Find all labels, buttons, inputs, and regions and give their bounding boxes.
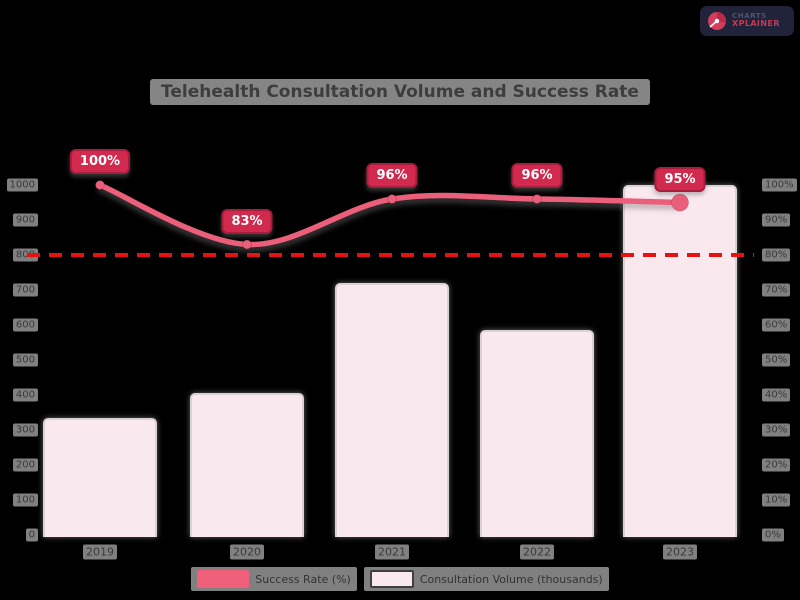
y-axis-right-tick-label: 100% <box>762 178 797 192</box>
y-axis-right-tick-label: 90% <box>762 213 791 227</box>
brand-logo-text: CHARTS XPLAINER <box>732 12 780 29</box>
chart-title: Telehealth Consultation Volume and Succe… <box>150 79 650 105</box>
y-axis-right-tick-label: 0% <box>762 528 784 542</box>
bar <box>190 393 304 537</box>
y-axis-right-tick-label: 10% <box>762 493 791 507</box>
x-axis-tick-label: 2022 <box>520 544 554 560</box>
point-label: 83% <box>221 208 273 234</box>
legend-label: Success Rate (%) <box>255 572 351 586</box>
title-row: Telehealth Consultation Volume and Succe… <box>0 79 800 105</box>
point-marker <box>242 239 252 250</box>
x-axis-tick-label: 2021 <box>375 544 409 560</box>
y-axis-left-tick-label: 0 <box>25 528 38 542</box>
x-axis-tick-label: 2023 <box>663 544 697 560</box>
bar <box>480 330 594 537</box>
y-axis-left-tick-label: 300 <box>12 423 38 437</box>
y-axis-right-tick-label: 20% <box>762 458 791 472</box>
y-axis-left-tick-label: 400 <box>12 388 38 402</box>
legend-swatch-line <box>197 570 250 588</box>
y-axis-left-tick-label: 600 <box>12 318 38 332</box>
point-marker <box>95 180 105 190</box>
legend-swatch-bar <box>369 570 414 588</box>
point-label: 96% <box>511 163 563 188</box>
y-axis-left-tick-label: 500 <box>12 353 38 367</box>
y-axis-left-tick-label: 900 <box>12 213 38 227</box>
line-series <box>97 182 683 248</box>
legend: Success Rate (%) Consultation Volume (tho… <box>0 567 800 591</box>
bar <box>623 185 737 537</box>
legend-item[interactable]: Success Rate (%) <box>191 567 357 591</box>
y-axis-right-tick-label: 30% <box>762 423 791 437</box>
y-axis-right-tick-label: 50% <box>762 353 791 367</box>
point-label: 100% <box>69 149 131 174</box>
brand-logo-icon <box>708 12 726 30</box>
brand-logo-text-line1: CHARTS <box>732 12 767 21</box>
y-axis-left-tick-label: 100 <box>12 493 38 507</box>
y-axis-left-tick-label: 800 <box>12 248 38 262</box>
y-axis-right-tick-label: 80% <box>762 248 791 262</box>
brand-logo-text-line2: XPLAINER <box>732 19 780 29</box>
point-label: 95% <box>654 166 706 192</box>
y-axis-left-tick-label: 200 <box>12 458 38 472</box>
y-axis-right-tick-label: 60% <box>762 318 791 332</box>
point-marker <box>387 194 397 204</box>
point-marker <box>532 194 542 204</box>
legend-item[interactable]: Consultation Volume (thousands) <box>363 567 609 591</box>
y-axis-left-tick-label: 700 <box>12 283 38 297</box>
brand-logo: CHARTS XPLAINER <box>700 6 794 36</box>
y-axis-right-tick-label: 70% <box>762 283 791 297</box>
x-axis-tick-label: 2020 <box>230 544 264 560</box>
y-axis-left-tick-label: 1000 <box>6 178 38 192</box>
point-label: 96% <box>366 163 418 188</box>
bar <box>335 283 449 537</box>
bar <box>43 417 157 537</box>
legend-label: Consultation Volume (thousands) <box>419 572 603 586</box>
x-axis-tick-label: 2019 <box>83 544 117 560</box>
y-axis-right-tick-label: 40% <box>762 388 791 402</box>
